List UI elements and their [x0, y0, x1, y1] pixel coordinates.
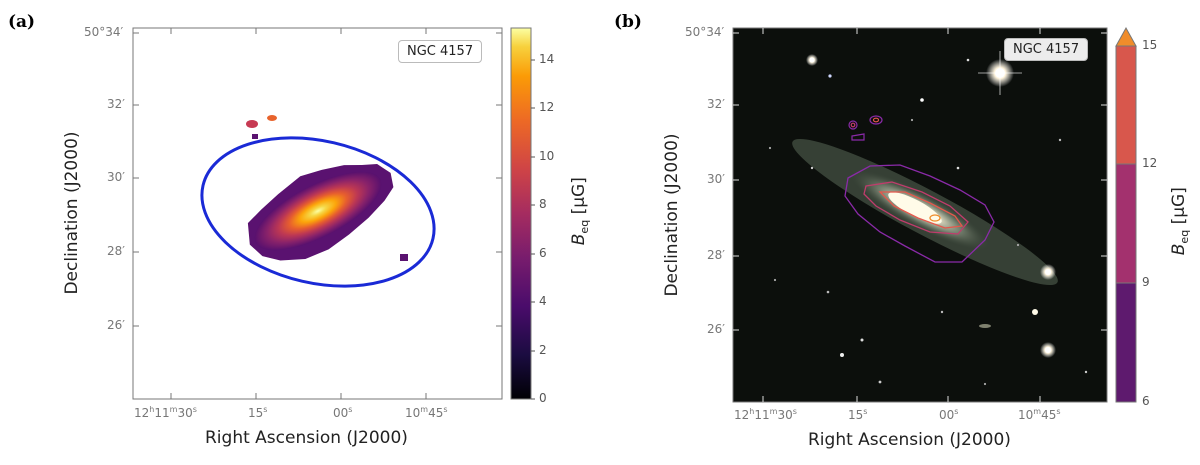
panel-b-colorbar-bin-12-15: [1115, 45, 1137, 165]
panel-a-cbtick-6: 12: [539, 100, 555, 114]
panel-a-cbtick-5: 10: [539, 149, 555, 163]
panel-b-galaxy-core: [888, 192, 942, 224]
panel-b-xtick-1: 15s: [848, 407, 868, 422]
panel-b-ytick-2: 30′: [707, 172, 725, 186]
panel-a-xlabel: Right Ascension (J2000): [205, 428, 408, 448]
panel-a-xtick-2: 00s: [333, 405, 353, 420]
panel-b-ytick-4: 26′: [707, 322, 725, 336]
contour-small-3: [869, 115, 883, 125]
panel-a-cbtick-0: 0: [539, 391, 547, 405]
panel-a-ylabel: Declination (J2000): [62, 131, 82, 295]
panel-b-xtick-2: 00s: [939, 407, 959, 422]
panel-a-ytick-1: 32′: [107, 97, 125, 111]
panel-a-cbtick-2: 4: [539, 294, 547, 308]
contour-6: [844, 164, 995, 263]
contour-9: [863, 181, 969, 235]
panel-a-cbtick-3: 6: [539, 246, 547, 260]
panel-a-ytick-4: 26′: [107, 318, 125, 332]
panel-a-colorbar: [510, 27, 532, 400]
contour-small-2: [850, 122, 856, 128]
panel-a-colorbar-ticks: [531, 59, 535, 400]
panel-a-region-ellipse: [200, 136, 436, 288]
panel-a-yticks: [133, 32, 502, 327]
contour-small-4: [872, 117, 880, 123]
panel-b-contours: [844, 115, 995, 263]
panel-a-blob-4: [400, 254, 408, 261]
panel-a-blob-2: [267, 115, 277, 121]
panel-b-legend: NGC 4157: [1004, 38, 1089, 61]
panel-a-ytick-2: 30′: [107, 170, 125, 184]
panel-b-colorbar-bin-6-9: [1115, 282, 1137, 403]
panel-a-cbtick-7: 14: [539, 52, 555, 66]
panel-b-cbtick-12: 12: [1142, 156, 1158, 170]
panel-b-cbtick-6: 6: [1142, 394, 1150, 408]
panel-a-cbtick-4: 8: [539, 197, 547, 211]
panel-a-xtick-1: 15s: [248, 405, 268, 420]
panel-b-ticks: [733, 28, 1107, 402]
panel-a-xticks: [170, 28, 427, 399]
panel-b-xtick-3: 10m45s: [1018, 407, 1061, 422]
panel-b-cbtick-15: 15: [1142, 38, 1158, 52]
panel-a-label: (a): [8, 12, 36, 32]
panel-a-ytick-0: 50°34′: [84, 25, 124, 39]
panel-b-xtick-0: 12h11m30s: [734, 407, 797, 422]
panel-a-legend: NGC 4157: [398, 40, 483, 63]
contour-15: [929, 214, 941, 222]
panel-b-cbtick-9: 9: [1142, 275, 1150, 289]
panel-a-xtick-0: 12h11m30s: [134, 405, 197, 420]
panel-a-blob-1: [246, 120, 258, 128]
contour-small-5: [851, 133, 865, 141]
panel-b-label: (b): [614, 12, 642, 32]
panel-b-stars: [768, 51, 1088, 386]
panel-b-ylabel: Declination (J2000): [662, 133, 682, 297]
contour-12: [878, 191, 964, 229]
panel-b-ytick-3: 28′: [707, 248, 725, 262]
panel-a-colorbar-label: Beq [μG]: [568, 177, 592, 246]
panel-a-cbtick-1: 2: [539, 343, 547, 357]
panel-a-xtick-3: 10m45s: [405, 405, 448, 420]
panel-a-heatmap: [247, 164, 394, 261]
panel-b-xlabel: Right Ascension (J2000): [808, 430, 1011, 450]
panel-a-ytick-3: 28′: [107, 244, 125, 258]
panel-a-blob-3: [252, 134, 258, 139]
panel-b-colorbar-extend: [1115, 26, 1137, 47]
panel-b-ytick-0: 50°34′: [685, 25, 725, 39]
panel-b-colorbar-label: Beq [μG]: [1168, 187, 1192, 256]
panel-b-colorbar-bin-9-12: [1115, 163, 1137, 284]
panel-b-ytick-1: 32′: [707, 97, 725, 111]
contour-small-1: [848, 120, 858, 130]
